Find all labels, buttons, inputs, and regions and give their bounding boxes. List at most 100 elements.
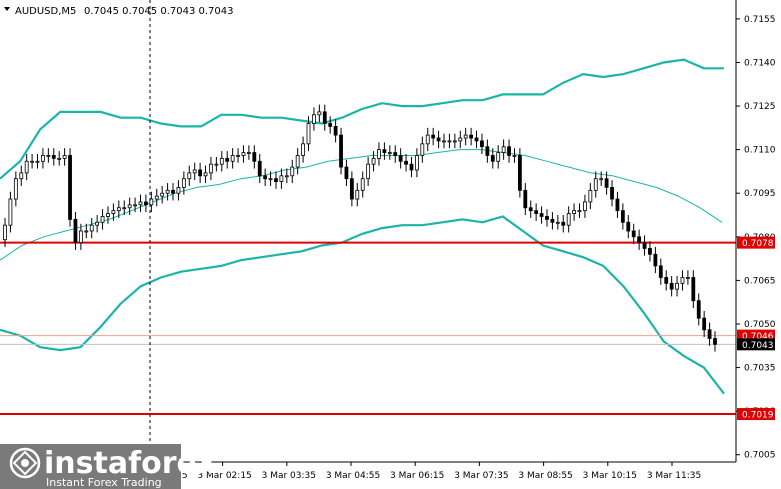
- candle-body: [106, 213, 110, 217]
- candle-body: [144, 201, 148, 206]
- candle-body: [203, 172, 208, 177]
- candle-body: [664, 277, 669, 284]
- candle-body: [507, 146, 511, 156]
- price-tag-label: 0.7046: [742, 332, 774, 342]
- candle-body: [284, 175, 289, 178]
- y-tick-label: 0.7140: [744, 58, 776, 68]
- price-tag-level: 0.7078: [737, 236, 775, 249]
- candle-body: [713, 338, 717, 345]
- candle-body: [447, 140, 452, 143]
- candle-body: [46, 155, 51, 157]
- candle-body: [24, 160, 29, 174]
- candle-body: [480, 140, 484, 148]
- y-tick-label: 0.7005: [744, 451, 776, 461]
- candle-body: [707, 329, 712, 339]
- candle-body: [78, 230, 83, 244]
- candle-body: [658, 265, 663, 278]
- candle-body: [371, 157, 376, 165]
- candle-body: [431, 134, 436, 139]
- candle-body: [550, 218, 555, 223]
- candle-body: [583, 201, 587, 212]
- candle-body: [355, 189, 360, 200]
- candle-body: [246, 152, 251, 154]
- candle-body: [214, 163, 219, 166]
- candle-body: [57, 157, 62, 160]
- y-tick-label: 0.7110: [744, 146, 776, 156]
- candle-body: [3, 224, 7, 241]
- price-tag-level: 0.7019: [737, 408, 775, 421]
- candle-body: [686, 277, 690, 279]
- candle-body: [702, 317, 707, 331]
- candle-body: [593, 178, 598, 191]
- candle-body: [317, 111, 322, 116]
- candle-body: [458, 137, 463, 142]
- candle-body: [154, 195, 159, 200]
- candle-body: [577, 210, 582, 213]
- candle-body: [442, 140, 446, 143]
- instaforex-logo-icon: [9, 447, 41, 479]
- candle-body: [241, 152, 246, 156]
- candle-body: [122, 207, 127, 210]
- y-tick-label: 0.7065: [744, 276, 776, 286]
- candle-body: [149, 198, 154, 206]
- price-tag-label: 0.7043: [742, 341, 774, 351]
- candle-body: [252, 152, 257, 162]
- candle-body: [192, 169, 197, 174]
- candle-body: [306, 123, 311, 145]
- candle-body: [360, 178, 365, 191]
- candle-body: [236, 155, 240, 157]
- candle-body: [528, 207, 533, 212]
- candle-body: [35, 160, 40, 163]
- x-tick-label: 3 Mar 02:15: [197, 471, 251, 481]
- candle-body: [648, 248, 652, 255]
- candle-body: [366, 163, 371, 180]
- candle-body: [290, 166, 295, 177]
- watermark-tagline: Instant Forex Trading: [46, 476, 162, 489]
- candle-body: [620, 210, 625, 223]
- candle-body: [496, 152, 501, 162]
- candle-body: [387, 152, 392, 154]
- x-tick-label: 3 Mar 06:15: [390, 471, 444, 481]
- candle-body: [469, 134, 474, 139]
- candle-body: [100, 216, 105, 223]
- candle-body: [534, 210, 539, 214]
- candle-body: [176, 187, 181, 194]
- candle-body: [51, 155, 56, 159]
- candle-body: [187, 172, 192, 180]
- candle-body: [62, 155, 67, 159]
- candle-body: [41, 155, 45, 162]
- candle-body: [425, 134, 430, 145]
- candle-body: [675, 282, 679, 290]
- candle-body: [696, 300, 701, 319]
- candle-body: [68, 155, 72, 220]
- candle-body: [257, 160, 262, 177]
- x-tick-label: 3 Mar 08:55: [518, 471, 572, 481]
- candle-body: [73, 218, 78, 244]
- candle-body: [588, 189, 593, 203]
- candle-body: [377, 149, 381, 159]
- candle-body: [501, 146, 506, 153]
- candle-body: [225, 157, 230, 162]
- candle-body: [599, 178, 604, 181]
- candle-body: [344, 166, 349, 180]
- candle-body: [626, 221, 631, 232]
- candle-body: [637, 236, 642, 244]
- candle-body: [13, 178, 18, 200]
- candle-body: [209, 163, 213, 174]
- candle-body: [615, 198, 620, 212]
- candle-body: [219, 157, 224, 165]
- watermark-brand: instaforex: [44, 446, 216, 481]
- price-tag-bid: 0.7043: [737, 338, 775, 351]
- candle-body: [84, 230, 89, 233]
- price-tag-label: 0.7019: [742, 411, 774, 421]
- candle-body: [490, 155, 495, 162]
- x-tick-label: 3 Mar 11:35: [647, 471, 701, 481]
- dropdown-triangle-icon[interactable]: [4, 7, 10, 11]
- lower-band-line: [0, 215, 725, 395]
- candle-body: [572, 210, 576, 214]
- y-tick-label: 0.7125: [744, 102, 776, 112]
- price-tag-label: 0.7078: [742, 239, 774, 249]
- candle-body: [393, 152, 398, 156]
